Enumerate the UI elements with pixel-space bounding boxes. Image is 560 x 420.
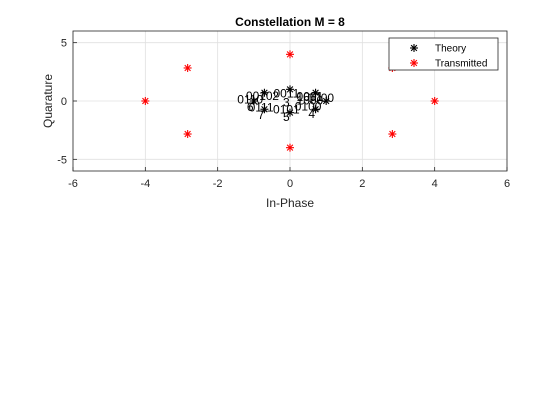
y-axis-label: Quarature — [41, 74, 55, 128]
theory-point — [260, 105, 269, 114]
transmitted-point — [286, 50, 294, 59]
x-axis-label: In-Phase — [266, 196, 314, 210]
theory-point — [286, 108, 294, 117]
theory-point — [286, 85, 294, 94]
x-tick-label: -2 — [213, 178, 223, 190]
point-label: 0101 — [273, 102, 300, 116]
transmitted-point — [388, 130, 397, 139]
point-label: 1000 — [297, 94, 324, 108]
plot-frame — [72, 30, 508, 172]
theory-point — [311, 105, 320, 114]
transmitted-point — [141, 97, 150, 105]
point-label: 3 — [283, 95, 290, 109]
point-label: 0010 — [246, 89, 273, 103]
point-label: 6 — [247, 100, 254, 114]
point-label: 0110 — [237, 92, 263, 106]
theory-point — [260, 88, 269, 97]
transmitted-point — [183, 63, 192, 72]
point-label: 0000 — [307, 91, 334, 105]
x-tick-label: 6 — [504, 178, 510, 190]
transmitted-point — [286, 143, 294, 152]
legend-marker-transmitted — [410, 59, 418, 67]
point-label: 5 — [283, 110, 290, 124]
legend-marker-theory — [410, 44, 418, 52]
point-label: 0100 — [295, 99, 322, 113]
transmitted-point — [183, 130, 192, 139]
y-tick-label: -5 — [57, 154, 67, 166]
x-tick-label: -4 — [140, 178, 150, 190]
point-label: 4 — [308, 107, 315, 121]
x-tick-label: 2 — [359, 178, 365, 190]
x-tick-label: -6 — [68, 178, 78, 190]
point-label: 0001 — [297, 89, 324, 103]
theory-point — [249, 97, 258, 105]
legend-label-theory: Theory — [435, 44, 466, 55]
point-label: 0111 — [249, 101, 274, 115]
transmitted-point — [430, 97, 439, 105]
x-tick-label: 4 — [432, 178, 438, 190]
point-label: 1001 — [297, 90, 324, 104]
y-tick-label: 5 — [61, 38, 67, 50]
chart-title: Constellation M = 8 — [235, 15, 345, 29]
point-label: 0011 — [273, 87, 299, 101]
y-tick-label: 0 — [61, 96, 67, 108]
legend-box — [388, 37, 499, 71]
x-tick-label: 0 — [287, 178, 293, 190]
point-label: 2 — [272, 89, 279, 103]
series-theory — [249, 85, 331, 117]
point-label: 7 — [258, 108, 265, 122]
data-points — [141, 50, 439, 152]
theory-point — [311, 88, 320, 97]
legend: Theory Transmitted — [388, 37, 499, 71]
legend-entries: Theory Transmitted — [410, 44, 487, 70]
theory-point — [322, 97, 331, 105]
legend-label-transmitted: Transmitted — [435, 59, 487, 70]
